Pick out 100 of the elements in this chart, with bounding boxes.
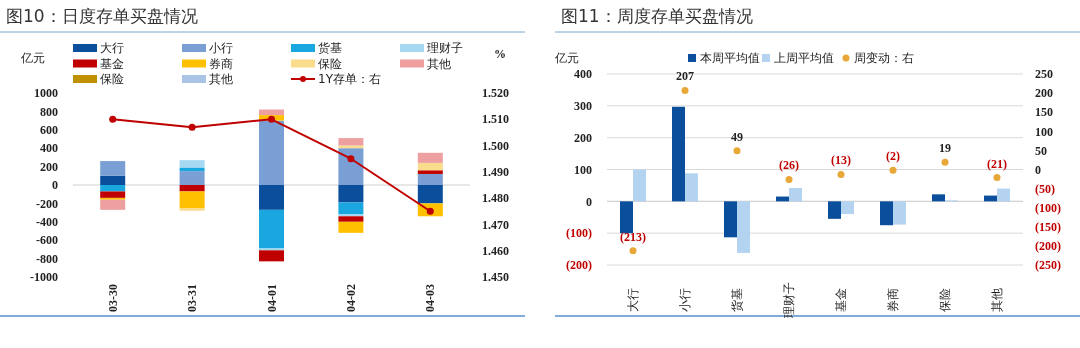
y2-tick-label: 1.510 — [482, 112, 509, 127]
bar — [417, 152, 443, 163]
point — [941, 158, 949, 166]
data-label: (13) — [831, 153, 851, 168]
y2-tick-label: 1.490 — [482, 165, 509, 180]
bar — [841, 201, 854, 215]
y2-tick-label: (100) — [1035, 200, 1061, 215]
bar — [100, 191, 126, 198]
bar — [100, 185, 126, 192]
bar — [633, 169, 646, 202]
x-tick-label: 03-31 — [185, 284, 200, 312]
y-tick-label: 400 — [40, 141, 58, 156]
y2-tick-label: 100 — [1035, 124, 1053, 139]
y2-tick-label: 50 — [1035, 143, 1047, 158]
data-label: (2) — [886, 149, 900, 164]
y2-tick-label: (50) — [1035, 181, 1055, 196]
bar — [100, 175, 126, 185]
y-tick-label: 800 — [40, 104, 58, 119]
data-label: (213) — [620, 229, 646, 244]
y-tick-label: 0 — [586, 194, 592, 209]
bar — [259, 109, 284, 116]
y2-tick-label: 150 — [1035, 105, 1053, 120]
bar — [997, 188, 1010, 202]
legend-label: 理财子 — [427, 41, 463, 56]
y2-tick-label: 250 — [1035, 67, 1053, 82]
data-label: 49 — [731, 129, 743, 144]
point — [268, 115, 275, 123]
bar — [338, 216, 364, 222]
bar — [259, 209, 284, 249]
y-tick-label: -1000 — [30, 270, 58, 285]
chart-title: 图10：日度存单买盘情况 — [6, 6, 198, 26]
bar — [893, 201, 906, 225]
bar — [338, 148, 364, 185]
bar — [338, 185, 364, 203]
y-tick-label: -200 — [36, 196, 58, 211]
bar — [338, 221, 364, 233]
bar — [179, 160, 205, 168]
bar — [672, 106, 685, 202]
y-tick-label: (100) — [566, 226, 592, 241]
x-tick-label: 券商 — [886, 288, 900, 312]
legend-label: 本周平均值 — [700, 51, 760, 66]
y-axis-title: 亿元 — [554, 51, 579, 66]
x-tick-label: 基金 — [834, 288, 848, 312]
y-tick-label: 400 — [574, 67, 592, 82]
x-tick-label: 04-02 — [343, 284, 358, 312]
y2-tick-label: 1.470 — [482, 217, 509, 232]
bar — [932, 194, 945, 202]
x-tick-label: 04-03 — [423, 284, 438, 312]
y-axis-title: 亿元 — [20, 51, 45, 66]
x-tick-label: 大行 — [626, 288, 640, 312]
bar — [259, 250, 284, 262]
bar — [417, 173, 443, 185]
bar — [338, 145, 364, 149]
y-tick-label: -800 — [36, 251, 58, 266]
point — [629, 247, 637, 255]
bar — [417, 170, 443, 174]
legend-label: 1Y存单：右 — [318, 72, 381, 87]
bar — [620, 201, 633, 234]
y-tick-label: -400 — [36, 215, 58, 229]
y2-tick-label: 0 — [1035, 162, 1041, 177]
x-tick-label: 小行 — [678, 288, 692, 312]
bar — [179, 171, 205, 185]
bar — [179, 208, 205, 211]
bar — [828, 201, 841, 219]
bar — [685, 173, 698, 202]
y-tick-label: 100 — [574, 162, 592, 177]
bar — [338, 138, 364, 146]
data-label: (26) — [779, 158, 799, 173]
legend-label: 其他 — [209, 72, 233, 87]
y-tick-label: 200 — [574, 130, 592, 145]
bar — [179, 191, 205, 208]
bar — [179, 185, 205, 192]
y2-tick-label: 1.480 — [482, 191, 509, 206]
bar — [880, 201, 893, 226]
y-tick-label: 600 — [40, 123, 58, 137]
point — [681, 86, 689, 94]
legend-label: 上周平均值 — [774, 51, 834, 66]
x-tick-label: 04-01 — [264, 284, 279, 312]
y2-tick-label: 1.520 — [482, 86, 509, 101]
point — [837, 170, 845, 178]
y2-tick-label: 1.500 — [482, 138, 509, 153]
point — [347, 155, 355, 163]
data-label: 19 — [939, 141, 951, 156]
bar — [417, 162, 443, 171]
bar — [259, 185, 284, 210]
y2-tick-label: 200 — [1035, 86, 1053, 101]
legend-label: 其他 — [427, 56, 451, 71]
y2-tick-label: (200) — [1035, 239, 1061, 254]
legend-label: 大行 — [100, 41, 124, 56]
y-tick-label: (200) — [566, 258, 592, 273]
y-tick-label: 200 — [40, 159, 58, 174]
bar — [100, 199, 126, 210]
y-tick-label: 1000 — [34, 86, 58, 101]
point — [785, 175, 793, 183]
y2-tick-label: (150) — [1035, 220, 1061, 234]
legend-label: 小行 — [209, 41, 233, 56]
legend-label: 保险 — [318, 56, 342, 71]
y2-axis-title: % — [494, 47, 506, 62]
point — [188, 123, 196, 131]
x-tick-label: 货基 — [730, 288, 744, 312]
